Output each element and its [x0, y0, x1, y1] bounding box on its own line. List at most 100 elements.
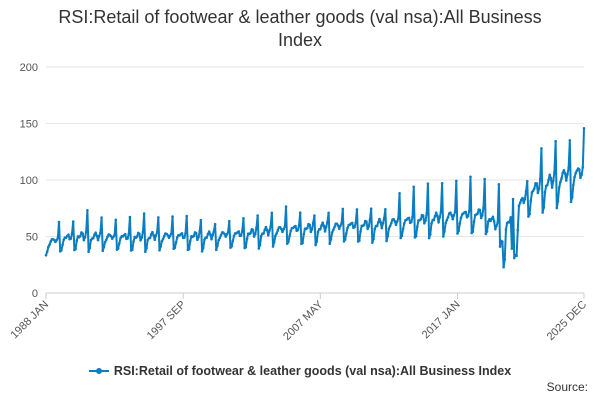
data-point[interactable]: [574, 171, 578, 175]
data-point[interactable]: [158, 248, 161, 252]
data-point[interactable]: [199, 218, 203, 222]
data-point[interactable]: [112, 235, 115, 239]
data-point[interactable]: [56, 236, 60, 240]
data-point[interactable]: [501, 240, 504, 243]
data-point[interactable]: [579, 176, 582, 180]
data-point[interactable]: [378, 217, 381, 221]
data-point[interactable]: [486, 220, 490, 223]
data-point[interactable]: [554, 140, 557, 143]
data-point[interactable]: [67, 233, 70, 236]
data-point[interactable]: [266, 233, 270, 237]
data-point[interactable]: [82, 238, 86, 242]
data-point[interactable]: [561, 171, 565, 175]
data-point[interactable]: [524, 190, 528, 193]
data-point[interactable]: [154, 234, 158, 237]
data-point[interactable]: [341, 207, 345, 211]
data-point[interactable]: [430, 222, 433, 225]
data-point[interactable]: [86, 208, 89, 212]
data-point[interactable]: [135, 235, 139, 238]
data-point[interactable]: [118, 242, 121, 245]
data-point[interactable]: [379, 220, 382, 224]
data-point[interactable]: [395, 220, 399, 223]
data-point[interactable]: [184, 231, 187, 235]
data-point[interactable]: [362, 223, 366, 227]
data-point[interactable]: [187, 247, 191, 251]
data-point[interactable]: [434, 211, 438, 214]
data-point[interactable]: [556, 199, 560, 203]
data-point[interactable]: [210, 237, 213, 241]
data-point[interactable]: [482, 206, 485, 210]
data-point[interactable]: [449, 211, 452, 214]
data-point[interactable]: [546, 183, 549, 187]
data-point[interactable]: [271, 245, 275, 248]
data-point[interactable]: [97, 234, 101, 238]
data-point[interactable]: [315, 240, 319, 243]
data-point[interactable]: [453, 210, 457, 214]
data-point[interactable]: [536, 191, 540, 195]
data-point[interactable]: [550, 186, 554, 189]
data-point[interactable]: [263, 228, 267, 232]
data-point[interactable]: [183, 236, 186, 239]
data-point[interactable]: [268, 229, 271, 232]
data-point[interactable]: [573, 175, 576, 179]
data-point[interactable]: [123, 232, 127, 236]
data-point[interactable]: [206, 232, 210, 236]
data-point[interactable]: [521, 196, 524, 200]
data-point[interactable]: [450, 213, 453, 217]
data-point[interactable]: [155, 230, 159, 234]
data-point[interactable]: [203, 238, 206, 241]
data-point[interactable]: [489, 219, 492, 223]
data-point[interactable]: [153, 238, 157, 242]
data-point[interactable]: [306, 226, 309, 230]
data-point[interactable]: [55, 238, 58, 242]
data-point[interactable]: [336, 224, 340, 227]
data-point[interactable]: [562, 168, 566, 172]
data-point[interactable]: [144, 250, 147, 253]
data-point[interactable]: [249, 231, 252, 235]
data-point[interactable]: [106, 235, 109, 239]
data-point[interactable]: [358, 239, 361, 242]
data-point[interactable]: [401, 227, 405, 231]
data-point[interactable]: [566, 173, 569, 176]
data-point[interactable]: [551, 179, 555, 183]
data-point[interactable]: [48, 243, 51, 246]
data-point[interactable]: [366, 227, 369, 231]
data-point[interactable]: [495, 224, 498, 228]
data-point[interactable]: [419, 217, 423, 221]
data-point[interactable]: [116, 247, 120, 251]
data-point[interactable]: [160, 239, 164, 243]
legend-item[interactable]: RSI:Retail of footwear & leather goods (…: [88, 364, 511, 378]
data-point[interactable]: [281, 230, 284, 234]
data-point[interactable]: [451, 217, 455, 221]
data-point[interactable]: [128, 215, 132, 219]
data-point[interactable]: [232, 234, 236, 238]
data-point[interactable]: [198, 230, 202, 233]
data-point[interactable]: [239, 234, 243, 237]
data-point[interactable]: [372, 237, 375, 241]
data-point[interactable]: [308, 223, 311, 227]
data-point[interactable]: [504, 228, 508, 231]
data-point[interactable]: [214, 248, 218, 252]
data-point[interactable]: [518, 201, 522, 205]
data-point[interactable]: [298, 211, 302, 215]
data-point[interactable]: [226, 230, 230, 234]
data-point[interactable]: [170, 232, 173, 236]
data-point[interactable]: [393, 219, 397, 223]
data-point[interactable]: [84, 230, 88, 233]
data-point[interactable]: [382, 216, 386, 220]
data-point[interactable]: [157, 216, 160, 219]
data-point[interactable]: [283, 225, 287, 228]
data-point[interactable]: [141, 230, 145, 234]
data-point[interactable]: [151, 230, 154, 234]
data-point[interactable]: [392, 217, 395, 221]
data-point[interactable]: [180, 232, 184, 235]
data-point[interactable]: [547, 178, 550, 182]
data-point[interactable]: [284, 205, 288, 208]
data-point[interactable]: [472, 220, 476, 223]
data-point[interactable]: [174, 241, 178, 244]
data-point[interactable]: [322, 224, 326, 228]
data-point[interactable]: [96, 238, 100, 242]
data-point[interactable]: [368, 218, 372, 221]
data-point[interactable]: [376, 220, 380, 224]
data-point[interactable]: [245, 237, 249, 241]
